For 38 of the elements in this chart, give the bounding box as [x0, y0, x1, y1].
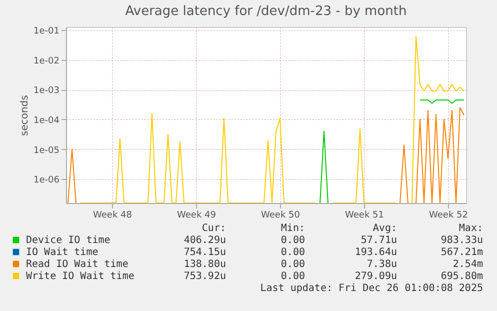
- text: 0.00: [280, 271, 305, 282]
- text: 7.38u: [366, 259, 397, 270]
- y-tick-label: 1e-01: [34, 26, 60, 36]
- text: 0.00: [280, 235, 305, 246]
- text: 695.80m: [440, 271, 483, 282]
- y-tick-label: 1e-02: [34, 56, 60, 66]
- legend-label: IO Wait time: [26, 247, 98, 258]
- text: Cur:: [202, 223, 226, 234]
- text: 983.33u: [440, 235, 483, 246]
- legend-label: Write IO Wait time: [26, 271, 134, 282]
- text: 406.29u: [184, 235, 226, 246]
- text: Last update: Fri Dec 26 01:00:08 2025: [260, 283, 483, 294]
- legend-label: Device IO time: [26, 235, 110, 246]
- chart-title: Average latency for /dev/dm-23 - by month: [125, 4, 407, 19]
- x-tick-label: Week 52: [429, 210, 468, 220]
- x-tick-label: Week 50: [261, 210, 300, 220]
- x-tick-label: Week 49: [177, 210, 216, 220]
- text: Max:: [458, 223, 483, 234]
- text: Avg:: [372, 223, 397, 234]
- text: 753.92u: [184, 271, 226, 282]
- text: 193.64u: [354, 247, 397, 258]
- text: 754.15u: [184, 247, 226, 258]
- x-tick-label: Week 51: [345, 210, 384, 220]
- text: 567.21m: [440, 247, 483, 258]
- text: 57.71u: [360, 235, 397, 246]
- text: Min:: [280, 223, 305, 234]
- text: 0.00: [280, 259, 305, 270]
- y-tick-label: 1e-06: [34, 176, 60, 186]
- text: 279.09u: [354, 271, 397, 282]
- legend-label: Read IO Wait time: [26, 259, 128, 270]
- x-tick-label: Week 48: [93, 210, 132, 220]
- text: 2.54m: [452, 259, 483, 270]
- y-axis-title: seconds: [20, 95, 31, 136]
- y-tick-label: 1e-03: [34, 86, 60, 96]
- text: 138.80u: [184, 259, 226, 270]
- y-tick-label: 1e-05: [34, 146, 60, 156]
- y-tick-label: 1e-04: [34, 116, 60, 126]
- text: 0.00: [280, 247, 305, 258]
